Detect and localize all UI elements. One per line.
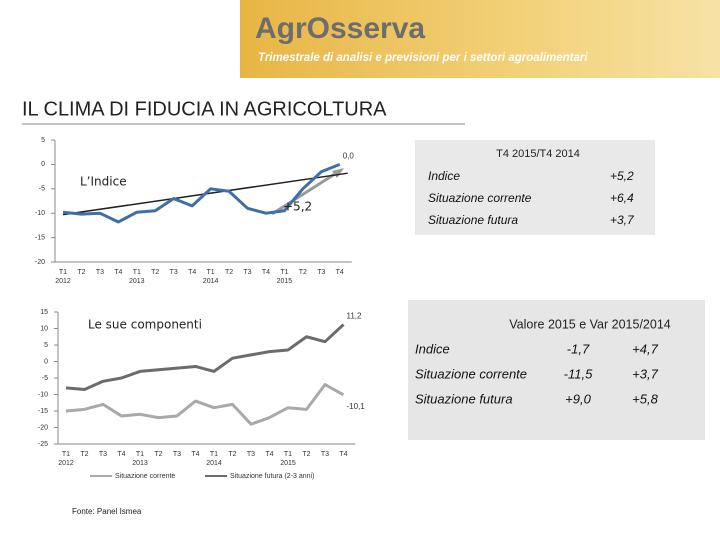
data-label: 11,2 [347,312,363,321]
x-tick-label: T4 [262,269,270,276]
header-subtitle: Trimestrale di analisi e previsioni per … [258,52,588,64]
y-tick-label: -5 [39,186,45,193]
x-year-label: 2012 [55,278,71,285]
y-tick-label: -25 [38,441,48,448]
x-tick-label: T4 [336,269,344,276]
x-year-label: 2015 [277,278,293,285]
x-tick-label: T3 [321,451,329,458]
table-label: Situazione futura [428,213,518,227]
table-label: Situazione corrente [415,366,527,381]
series-line [62,163,341,224]
annotation: L’Indice [80,175,127,189]
data-label: -10,1 [347,402,366,411]
table-value: +5,8 [632,391,658,406]
y-tick-label: -10 [35,210,45,217]
table-value: +9,0 [565,391,591,406]
table-value: -11,5 [564,366,593,381]
x-tick-label: T2 [228,451,236,458]
table-value: +5,2 [610,169,634,183]
table2-box [408,300,705,440]
y-tick-label: -20 [38,424,48,431]
x-tick-label: T3 [317,269,325,276]
x-tick-label: T3 [170,269,178,276]
x-tick-label: T1 [284,451,292,458]
x-tick-label: T4 [265,451,273,458]
y-tick-label: -20 [35,259,45,266]
table-value: +6,4 [610,191,634,205]
table-value: +3,7 [632,366,658,381]
x-tick-label: T1 [207,269,215,276]
x-year-label: 2013 [129,278,145,285]
legend-label: Situazione corrente [115,473,175,480]
x-tick-label: T4 [191,451,199,458]
trend-arrow [271,170,339,216]
arrow-head [332,168,344,178]
y-tick-label: -5 [42,375,48,382]
x-tick-label: T1 [59,269,67,276]
table-label: Indice [428,169,460,183]
data-label: 0,0 [343,152,355,161]
x-tick-label: T3 [96,269,104,276]
x-tick-label: T4 [114,269,122,276]
logo: AgrOsserva [255,12,425,45]
x-tick-label: T2 [80,451,88,458]
x-tick-label: T1 [133,269,141,276]
y-tick-label: -15 [38,408,48,415]
series-line [65,383,345,426]
x-tick-label: T1 [280,269,288,276]
page-title: IL CLIMA DI FIDUCIA IN AGRICOLTURA [22,98,387,120]
annotation: Le sue componenti [88,318,202,332]
y-tick-label: 0 [44,358,48,365]
x-tick-label: T2 [154,451,162,458]
series-line [65,323,345,392]
x-tick-label: T4 [117,451,125,458]
table-value: -1,7 [567,341,590,356]
source: Fonte: Panel Ismea [72,507,142,516]
legend-label: Situazione futura (2-3 anni) [230,473,314,480]
x-tick-label: T2 [225,269,233,276]
table-label: Situazione futura [415,391,513,406]
x-tick-label: T3 [243,269,251,276]
table1-box [415,140,655,235]
table1-title: T4 2015/T4 2014 [496,148,580,160]
table-value: +4,7 [632,341,658,356]
x-tick-label: T2 [302,451,310,458]
x-tick-label: T1 [210,451,218,458]
x-year-label: 2012 [58,460,74,467]
y-tick-label: -15 [35,234,45,241]
x-tick-label: T4 [188,269,196,276]
x-tick-label: T3 [99,451,107,458]
x-year-label: 2015 [280,460,296,467]
y-tick-label: 10 [40,325,48,332]
y-tick-label: 5 [44,342,48,349]
table2-title: Valore 2015 e Var 2015/2014 [509,317,671,331]
x-tick-label: T2 [77,269,85,276]
table-label: Indice [415,341,450,356]
x-tick-label: T2 [151,269,159,276]
header-banner [240,0,720,78]
y-tick-label: 0 [41,161,45,168]
x-tick-label: T3 [173,451,181,458]
x-year-label: 2014 [206,460,222,467]
x-tick-label: T4 [339,451,347,458]
annotation: +5,2 [283,200,312,214]
x-tick-label: T3 [247,451,255,458]
x-year-label: 2014 [203,278,219,285]
table-label: Situazione corrente [428,191,532,205]
x-tick-label: T2 [299,269,307,276]
x-year-label: 2013 [132,460,148,467]
y-tick-label: 5 [41,137,45,144]
table-value: +3,7 [610,213,635,227]
y-tick-label: 15 [40,309,48,316]
x-tick-label: T1 [136,451,144,458]
y-tick-label: -10 [38,391,48,398]
x-tick-label: T1 [62,451,70,458]
